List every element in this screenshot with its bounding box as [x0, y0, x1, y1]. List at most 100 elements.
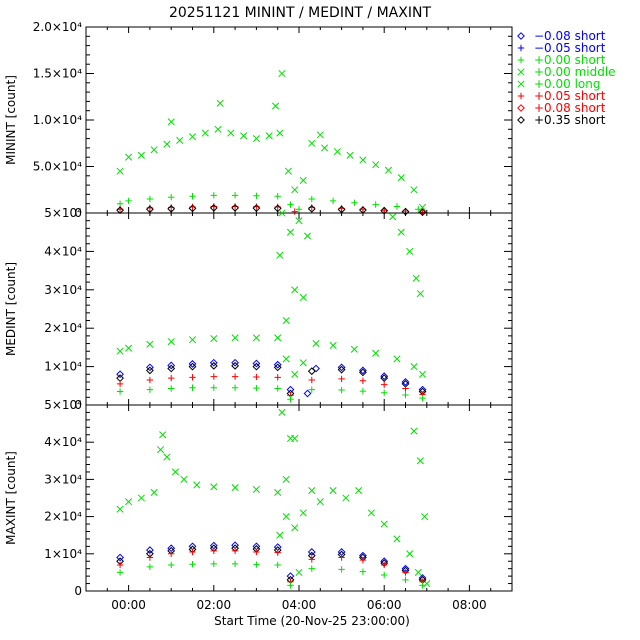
y-tick-label: 0 [74, 584, 82, 598]
data-point [282, 316, 290, 325]
legend-label: +0.00 middle [534, 65, 616, 79]
data-point [125, 344, 133, 352]
y-axis-title: MININT [count] [4, 75, 18, 165]
data-point [308, 139, 316, 147]
data-point [274, 549, 281, 556]
data-point [338, 375, 345, 383]
data-point [287, 582, 294, 589]
data-point [189, 548, 196, 556]
data-point [338, 566, 345, 573]
data-point [231, 560, 239, 568]
data-point [116, 569, 124, 576]
data-point [291, 208, 298, 215]
data-point [276, 251, 284, 259]
data-point [159, 431, 167, 439]
data-points [116, 209, 427, 403]
data-point [231, 373, 239, 380]
data-point [393, 203, 401, 210]
legend-marker [517, 92, 525, 100]
data-point [116, 388, 124, 395]
data-point [163, 453, 171, 461]
data-point [167, 118, 175, 126]
legend-label: +0.08 short [534, 101, 606, 115]
legend-label: −0.05 short [534, 41, 606, 55]
data-point [116, 553, 124, 562]
data-point [274, 385, 281, 392]
data-point [342, 494, 350, 502]
y-tick-label: 1×10⁴ [44, 547, 82, 561]
figure-title: 20251121 MININT / MEDINT / MAXINT [169, 5, 431, 21]
data-point [145, 205, 154, 214]
data-point [278, 408, 286, 416]
data-point [412, 274, 420, 282]
data-point [291, 370, 299, 378]
data-point [189, 561, 196, 568]
data-point [337, 365, 346, 374]
data-point [359, 556, 367, 564]
y-tick-label: 1.5×10⁴ [33, 67, 82, 81]
data-point [414, 568, 422, 576]
data-point [299, 509, 307, 517]
data-point [265, 132, 273, 140]
data-point [358, 366, 367, 375]
data-point [329, 341, 337, 350]
legend-marker [517, 44, 525, 52]
data-point [167, 364, 176, 373]
data-point [410, 186, 418, 194]
data-point [402, 576, 409, 584]
data-point [307, 367, 316, 376]
data-point [209, 361, 218, 370]
data-point [146, 563, 154, 571]
data-point [397, 228, 405, 236]
data-point [188, 362, 197, 371]
data-point [410, 427, 418, 435]
data-point [252, 204, 261, 213]
data-point [389, 213, 397, 221]
data-point [167, 361, 176, 370]
data-point [209, 358, 218, 367]
panel-minint: 0 5.0×10⁴ 1.0×10⁴ 1.5×10⁴ 2.0×10⁴ MININT [cou… [4, 20, 513, 220]
data-point [359, 387, 367, 395]
data-point [210, 547, 217, 555]
data-point [312, 364, 320, 373]
data-point [415, 206, 422, 213]
data-point [156, 446, 165, 454]
data-point [214, 125, 222, 133]
data-point [282, 475, 290, 483]
data-point [308, 556, 315, 563]
data-point [406, 550, 414, 558]
data-point [402, 391, 409, 399]
legend-label: +0.00 short [534, 53, 606, 67]
data-point [321, 144, 329, 152]
data-point [312, 340, 320, 348]
data-point [274, 193, 281, 200]
data-point [286, 228, 295, 236]
data-point [150, 146, 158, 154]
data-point [116, 561, 124, 569]
data-point [308, 487, 316, 495]
data-point [278, 209, 286, 217]
data-point [416, 457, 424, 465]
legend-marker [517, 32, 525, 40]
data-point [274, 374, 281, 381]
data-point [393, 535, 401, 543]
data-point [137, 151, 145, 159]
data-point [231, 547, 239, 555]
data-point [252, 485, 260, 493]
data-point [337, 363, 346, 372]
y-axis-title: MAXINT [count] [4, 451, 18, 545]
x-tick-label: 06:00 [367, 598, 402, 612]
y-axis-title: MEDINT [count] [4, 262, 18, 356]
legend-marker [517, 80, 525, 88]
data-point [381, 571, 388, 579]
data-point [188, 133, 197, 141]
legend-marker [517, 68, 525, 76]
data-point [329, 197, 337, 205]
data-point [253, 192, 260, 199]
data-point [416, 290, 424, 298]
data-point [307, 548, 316, 556]
plot-frame [85, 404, 513, 592]
data-point [401, 378, 410, 386]
data-point [274, 488, 282, 496]
